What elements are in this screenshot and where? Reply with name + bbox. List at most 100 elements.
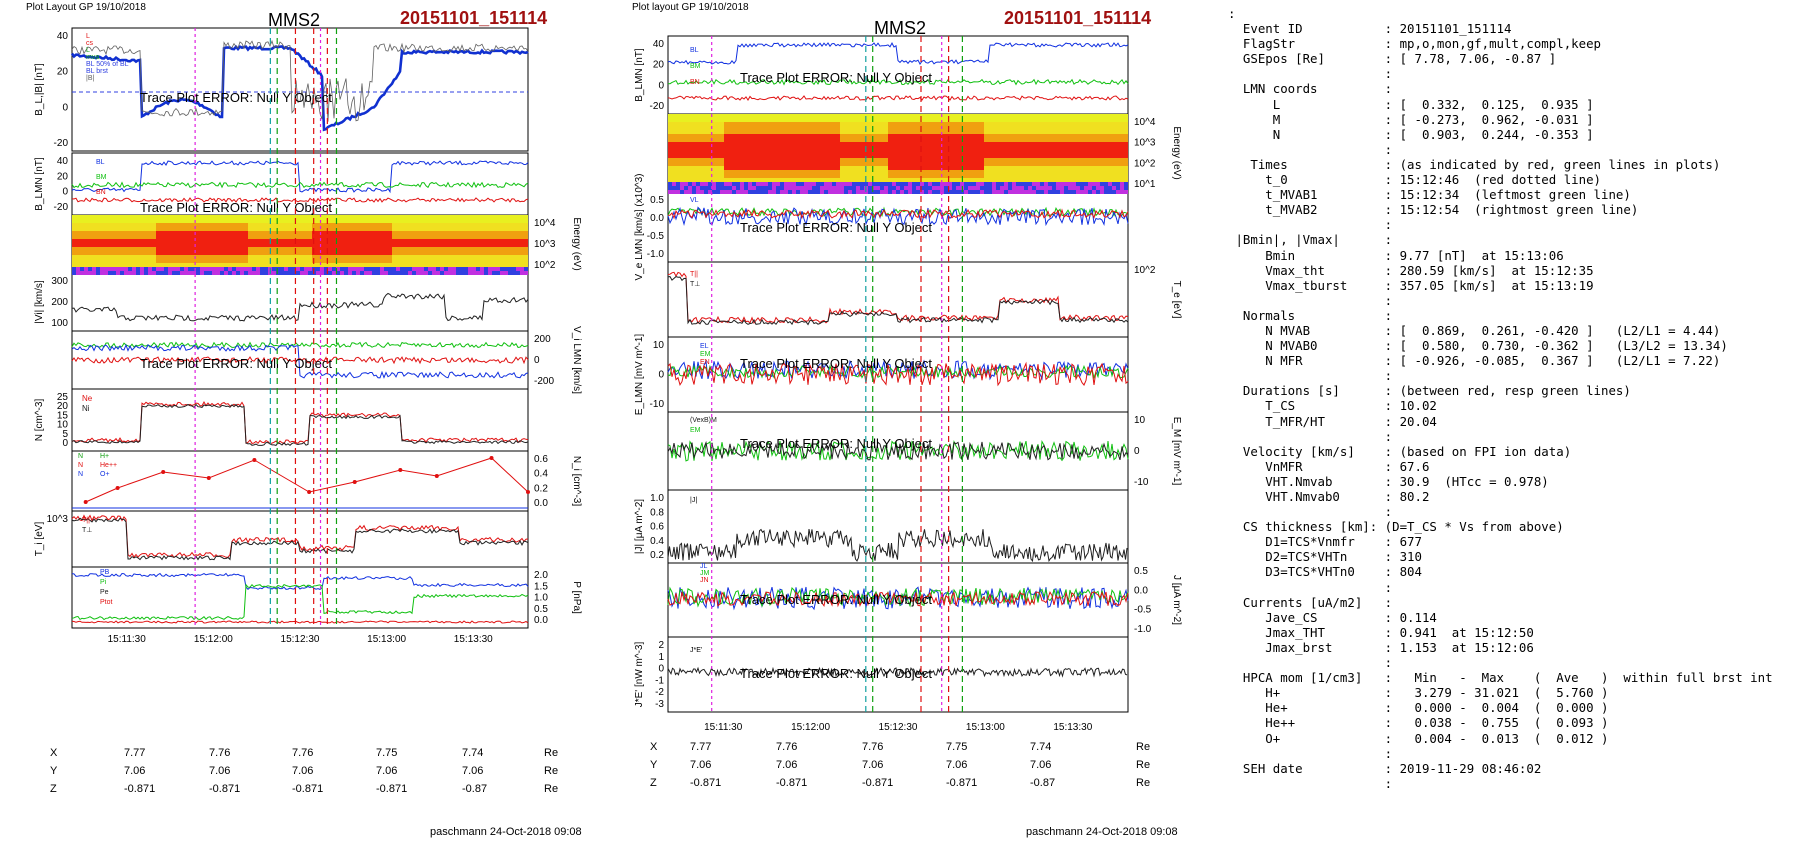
summary-line: : xyxy=(1228,141,1393,157)
y-tick: 0.2 xyxy=(534,483,548,494)
summary-line: Durations [s] : (between red, resp green… xyxy=(1228,383,1631,399)
legend-item: T|| xyxy=(690,271,698,278)
middle-position-table: X Y Z 7.77 7.76 7.76 7.75 7.74 Re 7.06 7.06 7.06… xyxy=(650,741,1170,795)
legend-item: JM xyxy=(700,570,710,577)
y-tick: 10^3 xyxy=(47,514,69,525)
pos-value: 7.06 xyxy=(292,765,314,777)
y-tick: 0 xyxy=(534,355,540,366)
y-axis-label: T_i [eV] xyxy=(34,522,45,557)
legend-item: Pe xyxy=(100,589,109,596)
trace-error-text: Trace Plot ERROR: Null Y Object xyxy=(740,436,932,451)
left-title: MMS2 xyxy=(268,10,321,30)
bm-series xyxy=(71,181,529,189)
t-par-series xyxy=(71,514,529,559)
data-point xyxy=(83,500,88,504)
summary-line: t_MVAB2 : 15:12:54 (rightmost green line… xyxy=(1228,202,1639,218)
legend-item: |B| xyxy=(86,75,94,82)
summary-line: N MVAB0 : [ 0.580, 0.730, -0.362 ] (L3/L… xyxy=(1228,338,1728,354)
y-axis-label: B_LMN [nT] xyxy=(34,157,45,211)
pos-unit: Re xyxy=(544,765,559,777)
summary-line: T_CS : 10.02 xyxy=(1228,398,1437,414)
y-tick: 20 xyxy=(57,401,69,412)
y-tick: -2 xyxy=(655,687,664,698)
t-perp-series xyxy=(71,517,529,561)
y-tick: 20 xyxy=(57,67,69,78)
y-axis-label: E_LMN [mV m^-1] xyxy=(634,334,645,416)
y-tick: 0 xyxy=(62,187,68,198)
y-tick: 0.2 xyxy=(650,550,664,561)
y-tick: -1.0 xyxy=(647,249,665,260)
time-tick: 15:13:30 xyxy=(454,634,493,645)
summary-line: : xyxy=(1228,217,1393,233)
vexb-series xyxy=(667,440,1129,461)
y-tick: -0.5 xyxy=(1134,605,1152,616)
y-tick: 0.6 xyxy=(534,454,548,465)
y-tick: -20 xyxy=(54,138,69,149)
y-tick: 0.5 xyxy=(1134,566,1148,577)
pos-unit: Re xyxy=(544,747,559,759)
pos-value: 7.06 xyxy=(690,759,712,771)
left-event: 20151101_151114 xyxy=(400,8,548,28)
summary-line: L : [ 0.332, 0.125, 0.935 ] xyxy=(1228,96,1594,112)
summary-line: HPCA mom [1/cm3] : Min - Max ( Ave ) wit… xyxy=(1228,670,1773,686)
y-axis-label: E_M [mV m^-1] xyxy=(1171,417,1182,486)
y-axis-label: P [nPa] xyxy=(571,581,582,614)
data-point xyxy=(434,474,439,478)
pos-value: 7.06 xyxy=(124,765,146,777)
y-tick: 25 xyxy=(57,392,69,403)
pos-value: -0.871 xyxy=(946,777,978,789)
y-axis-label: J*E' [nW m^-3] xyxy=(634,642,645,708)
legend-item: EM xyxy=(700,351,711,358)
time-tick: 15:11:30 xyxy=(704,722,743,733)
y-tick: 5 xyxy=(62,429,68,440)
trace-error-text: Trace Plot ERROR: Null Y Object xyxy=(140,356,332,371)
summary-line: D1=TCS*Vnmfr : 677 xyxy=(1228,534,1422,550)
time-tick: 15:13:00 xyxy=(367,634,406,645)
pos-value: 7.06 xyxy=(209,765,231,777)
y-tick: 0.5 xyxy=(650,195,664,206)
summary-line: : xyxy=(1228,655,1393,671)
legend-item: VL xyxy=(690,197,699,204)
summary-line: Normals : xyxy=(1228,307,1393,323)
y-axis-label: Energy (eV) xyxy=(571,217,582,270)
legend-item: PB xyxy=(100,569,110,576)
summary-line: Jmax_brst : 1.153 at 15:12:06 xyxy=(1228,639,1534,655)
pos-value: 7.06 xyxy=(376,765,398,777)
legend-item: BL brst xyxy=(86,68,108,75)
data-point xyxy=(352,480,357,484)
summary-line: : xyxy=(1228,428,1393,444)
y-axis-label: J [μA m^-2] xyxy=(1171,575,1182,625)
y-tick: -20 xyxy=(650,101,665,112)
y-tick: 1.0 xyxy=(650,493,664,504)
pos-value: -0.871 xyxy=(292,783,324,795)
y-tick: -3 xyxy=(655,699,664,710)
left-position-table: X Y Z 7.77 7.76 7.76 7.75 7.74 Re 7.06 7.06 7.06… xyxy=(44,747,564,801)
summary-line: Jave_CS : 0.114 xyxy=(1228,609,1437,625)
legend-item: He++ xyxy=(100,462,117,469)
y-tick: 10 xyxy=(1134,415,1146,426)
y-tick: 10^3 xyxy=(1134,138,1156,149)
legend-item: N xyxy=(78,462,83,469)
summary-line: : xyxy=(1228,66,1393,82)
legend-item: BN xyxy=(96,189,106,196)
y-tick: 10^2 xyxy=(534,260,556,271)
time-tick: 15:12:00 xyxy=(194,634,233,645)
pos-value: -0.871 xyxy=(209,783,241,795)
summary-line: VHT.Nmvab0 : 80.2 xyxy=(1228,489,1430,504)
y-tick: 1 xyxy=(658,652,664,663)
data-point xyxy=(398,468,403,472)
time-tick: 15:12:30 xyxy=(879,722,918,733)
je-series xyxy=(667,666,1128,678)
y-tick: 40 xyxy=(57,31,69,42)
j-magnitude xyxy=(667,528,1128,563)
summary-line: : xyxy=(1228,745,1393,761)
pos-value: 7.76 xyxy=(862,741,884,753)
pos-value: 7.06 xyxy=(1030,759,1052,771)
pos-value: 7.76 xyxy=(209,747,231,759)
pos-label-x: X xyxy=(50,747,58,759)
time-tick: 15:13:00 xyxy=(966,722,1005,733)
pi-series xyxy=(71,583,529,621)
trace-error-text: Trace Plot ERROR: Null Y Object xyxy=(740,356,932,371)
legend-item: BL xyxy=(690,47,699,54)
legend-item: EN xyxy=(700,359,710,366)
